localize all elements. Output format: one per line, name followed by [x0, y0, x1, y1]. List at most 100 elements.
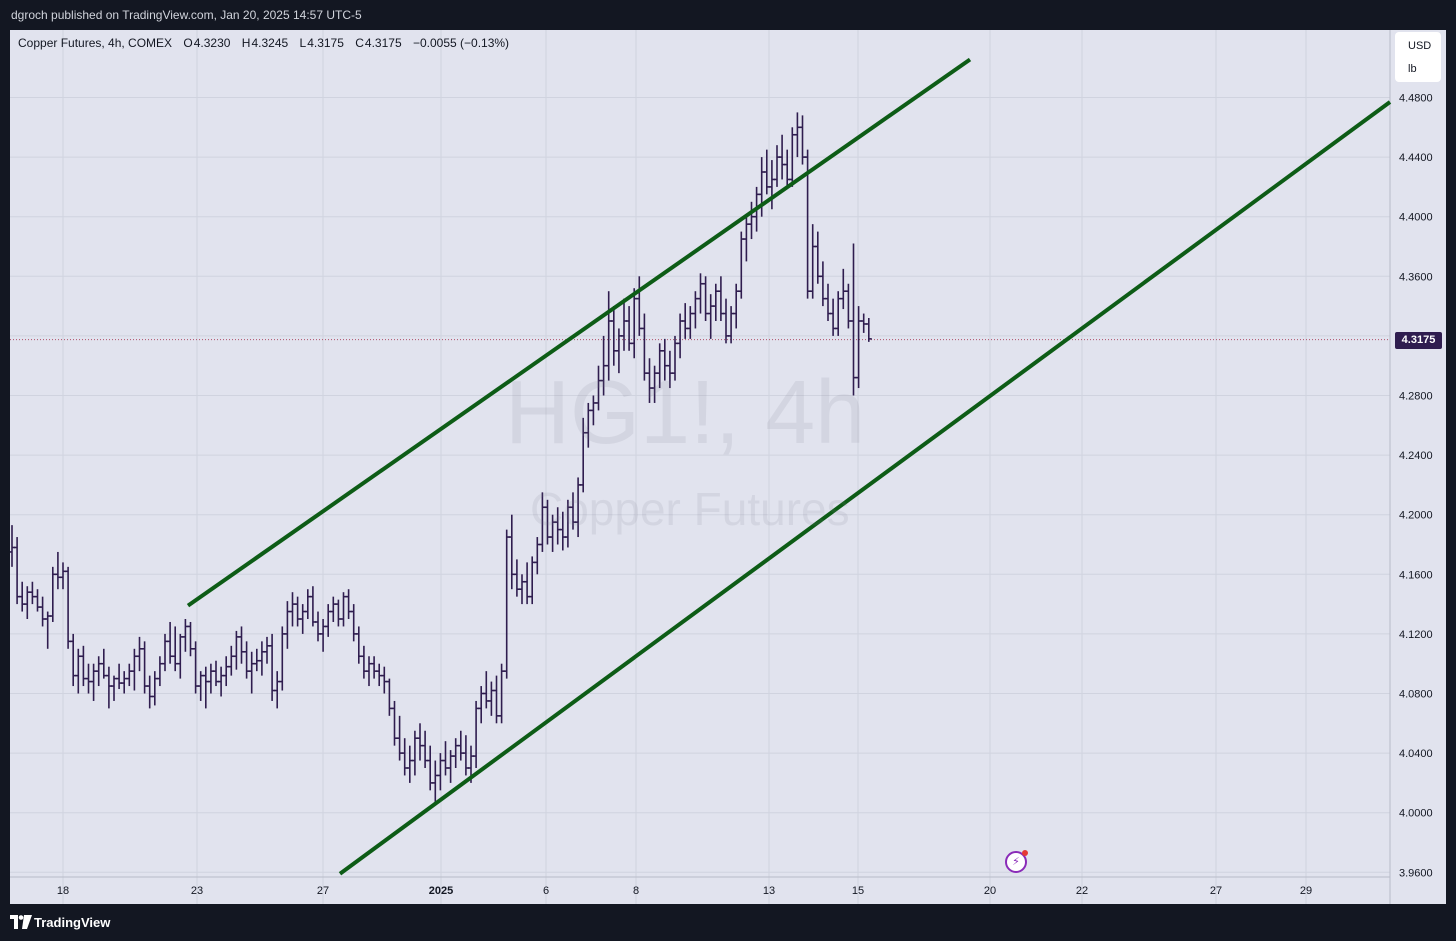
- ohlc-bar: [95, 656, 102, 687]
- ohlc-bar: [14, 537, 21, 605]
- ohlc-bar: [682, 303, 689, 339]
- ohlc-bar: [29, 581, 36, 605]
- ohlc-bar: [371, 656, 378, 679]
- ohlc-bar: [90, 663, 97, 701]
- currency-label[interactable]: USD: [1408, 40, 1432, 52]
- ohlc-bar: [519, 574, 525, 605]
- event-dot: [1022, 850, 1028, 856]
- ohlc-bar: [702, 276, 709, 321]
- close-value: 4.3175: [364, 36, 402, 50]
- ohlc-bar: [162, 633, 168, 672]
- ohlc-bar: [447, 750, 454, 783]
- ohlc-bar: [85, 663, 92, 694]
- ohlc-bar: [54, 551, 61, 590]
- ohlc-bar: [355, 626, 362, 664]
- ohlc-bar: [513, 559, 520, 597]
- ohlc-bar: [228, 645, 235, 676]
- ohlc-bar: [111, 675, 117, 701]
- ohlc-bar: [116, 663, 123, 690]
- ohlc-bar: [65, 566, 72, 649]
- lightning-icon[interactable]: ⚡: [1005, 850, 1028, 873]
- last-price-tag: 4.3175: [1395, 332, 1442, 349]
- time-tick-label: 6: [543, 885, 549, 897]
- ohlc-bar: [636, 276, 643, 336]
- ohlc-bar: [182, 619, 189, 652]
- price-tick-label: 4.0400: [1399, 748, 1433, 760]
- ohlc-bar: [809, 224, 816, 299]
- ohlc-bar: [381, 666, 388, 694]
- ohlc-bar: [320, 619, 327, 652]
- low-label: L: [299, 36, 307, 50]
- ohlc-bar: [258, 641, 265, 676]
- price-tick-label: 4.4400: [1399, 152, 1433, 164]
- ohlc-bar: [748, 201, 755, 240]
- ohlc-bar: [284, 601, 291, 649]
- time-scale[interactable]: 18 23 27 2025 6 8 13 15 20 22 27 29: [57, 885, 1312, 897]
- ohlc-bar: [794, 112, 801, 158]
- ohlc-bar: [478, 686, 485, 724]
- ohlc-bar: [508, 514, 515, 590]
- price-tick-label: 4.2000: [1399, 510, 1433, 522]
- price-tick-label: 4.1200: [1399, 629, 1433, 641]
- ohlc-bar: [840, 268, 847, 310]
- watermark-description: Copper Futures: [530, 483, 850, 535]
- price-chart[interactable]: 4.48004.44004.40004.36004.32004.28004.24…: [10, 30, 1446, 904]
- ohlc-bar: [187, 621, 194, 657]
- ohlc-bar: [100, 648, 107, 679]
- ohlc-bar: [432, 760, 439, 806]
- price-tick-label: 4.4800: [1399, 93, 1433, 105]
- ohlc-bar: [738, 231, 745, 299]
- ohlc-bar: [626, 306, 633, 351]
- ohlc-bar: [712, 283, 719, 321]
- channel-line-upper[interactable]: [186, 57, 972, 608]
- price-scale[interactable]: 4.48004.44004.40004.36004.32004.28004.24…: [1399, 93, 1433, 880]
- ohlc-bar: [774, 145, 780, 187]
- open-value: 4.3230: [193, 36, 231, 50]
- footer-bar: TradingView: [0, 904, 1456, 941]
- channel-line-lower[interactable]: [338, 100, 1392, 876]
- ohlc-bar: [692, 291, 699, 329]
- ohlc-bar: [202, 666, 209, 709]
- ohlc-bar: [24, 586, 31, 619]
- time-tick-label: 27: [1210, 885, 1222, 897]
- ohlc-bar: [243, 641, 250, 679]
- ohlc-bar: [865, 318, 872, 342]
- ohlc-bar: [177, 633, 184, 679]
- ohlc-bar: [60, 562, 66, 590]
- ohlc-bar: [325, 604, 332, 637]
- ohlc-bar: [264, 636, 270, 664]
- chart-area[interactable]: 4.48004.44004.40004.36004.32004.28004.24…: [10, 30, 1446, 904]
- legend-title: Copper Futures, 4h, COMEX: [18, 36, 173, 50]
- ohlc-bar: [462, 735, 469, 776]
- ohlc-bar: [136, 636, 143, 672]
- tradingview-logo: [10, 915, 32, 929]
- ohlc-bar: [167, 621, 174, 664]
- high-label: H: [241, 36, 251, 50]
- ohlc-bar: [218, 666, 225, 697]
- currency-unit-selector[interactable]: USD lb: [1395, 32, 1441, 82]
- ohlc-bar: [39, 596, 46, 627]
- trend-channel[interactable]: [186, 57, 1392, 876]
- time-tick-label: 8: [633, 885, 639, 897]
- ohlc-bar: [299, 604, 306, 634]
- price-tick-label: 4.2800: [1399, 391, 1433, 403]
- time-tick-label: 2025: [429, 885, 453, 897]
- ohlc-bar: [422, 730, 429, 768]
- price-tick-label: 4.0000: [1399, 808, 1433, 820]
- close-label: C: [355, 36, 364, 50]
- publish-bar: dgroch published on TradingView.com, Jan…: [0, 0, 1456, 30]
- ohlc-bar: [697, 273, 704, 314]
- ohlc-bar: [825, 283, 831, 321]
- unit-label[interactable]: lb: [1408, 63, 1417, 75]
- ohlc-bar: [524, 562, 531, 605]
- ohlc-bar: [457, 730, 464, 761]
- ohlc-bar: [151, 671, 158, 706]
- ohlc-bar: [830, 298, 837, 336]
- ohlc-bar: [473, 700, 480, 768]
- ohlc-bar: [10, 525, 15, 567]
- ohlc-bar: [207, 663, 214, 694]
- ohlc-bar: [279, 626, 286, 691]
- ohlc-bar: [294, 596, 301, 627]
- ohlc-bar: [80, 645, 87, 687]
- ohlc-bar: [330, 596, 337, 622]
